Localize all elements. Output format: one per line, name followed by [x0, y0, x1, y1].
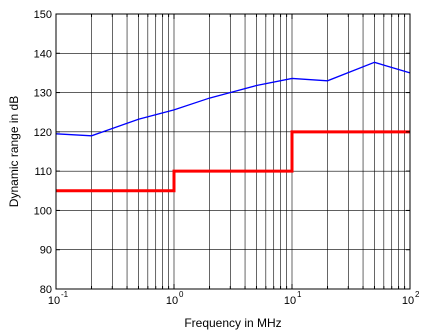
- x-tick-label: 102: [402, 290, 420, 307]
- y-tick-label: 90: [40, 245, 52, 257]
- series-layer: [55, 61, 411, 193]
- x-tick-label: 101: [284, 290, 302, 307]
- axis-ticks: [55, 13, 411, 290]
- grid-lines: [56, 14, 410, 289]
- x-tick-label-base: 10: [284, 295, 296, 307]
- y-tick-label: 80: [40, 284, 52, 296]
- y-tick-label: 150: [34, 9, 52, 21]
- y-axis-label: Dynamic range in dB: [7, 96, 21, 207]
- y-tick-label: 130: [34, 88, 52, 100]
- x-tick-label-exponent: 2: [415, 290, 420, 299]
- series-line-blue: [55, 61, 411, 137]
- y-tick-label: 120: [34, 127, 52, 139]
- plot-frame: [55, 13, 411, 290]
- x-axis-label: Frequency in MHz: [184, 316, 281, 330]
- x-tick-label: 100: [166, 290, 184, 307]
- y-tick-label: 140: [34, 48, 52, 60]
- x-tick-label-base: 10: [48, 295, 60, 307]
- x-tick-label-exponent: 0: [179, 290, 184, 299]
- y-axis-tick-labels: 80 90 100 110 120 130 140 150: [34, 9, 52, 296]
- y-tick-label: 110: [34, 166, 52, 178]
- x-tick-label: 10-1: [48, 290, 69, 307]
- x-tick-label-exponent: -1: [61, 290, 69, 299]
- x-tick-label-exponent: 1: [297, 290, 302, 299]
- series-line-red-step: [56, 130, 410, 193]
- x-tick-label-base: 10: [402, 295, 414, 307]
- y-tick-label: 100: [34, 205, 52, 217]
- x-tick-label-base: 10: [166, 295, 178, 307]
